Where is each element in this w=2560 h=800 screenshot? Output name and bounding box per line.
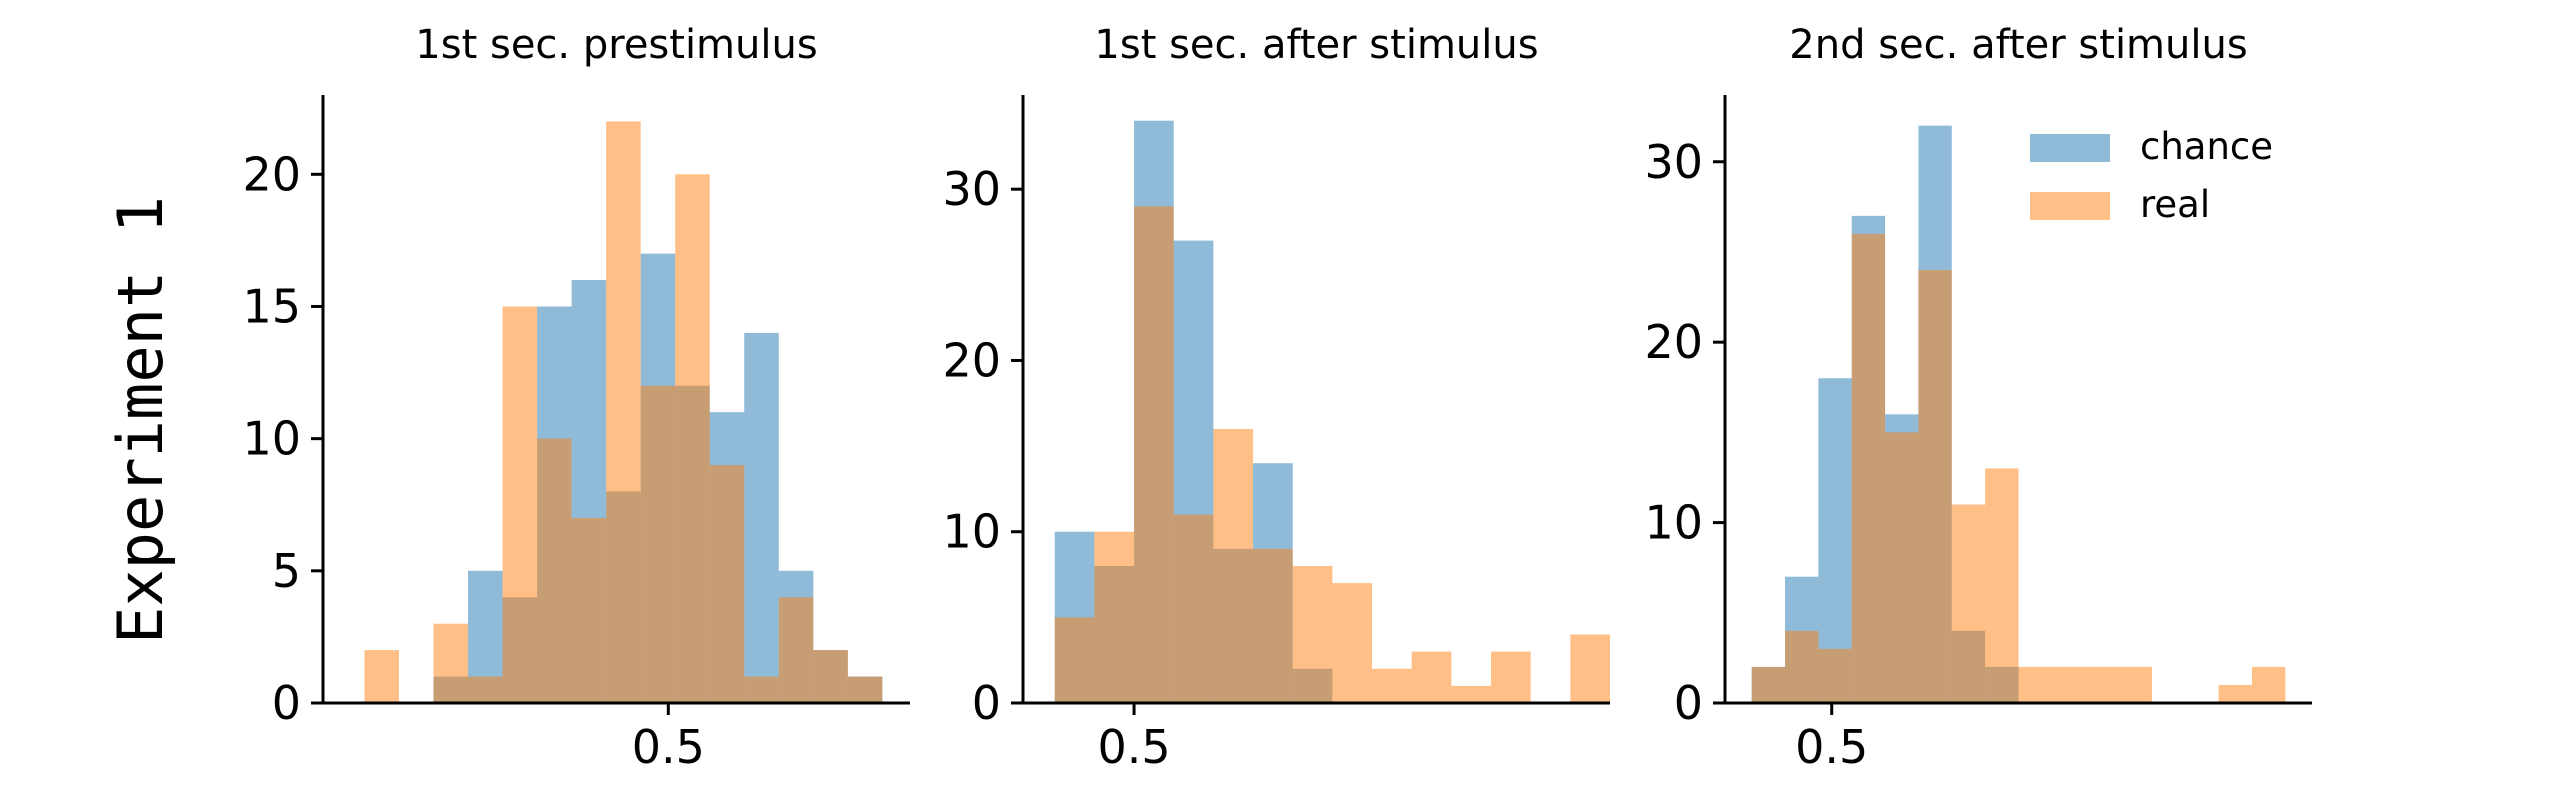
bar-real <box>537 438 572 703</box>
bar-real <box>606 121 641 703</box>
panel-1: 0 5 10 15 20 0.5 1st sec. prestimulus <box>242 22 910 774</box>
bar-real <box>1372 668 1412 703</box>
bar-real <box>433 623 469 703</box>
y-tick-label: 0 <box>972 676 1001 730</box>
bar-real <box>2085 666 2119 703</box>
bar-real <box>2118 666 2152 703</box>
bar-real <box>1411 651 1452 703</box>
bar-real <box>1785 630 1819 703</box>
bar-real <box>640 385 676 703</box>
panel-title: 2nd sec. after stimulus <box>1789 22 2247 68</box>
bar-real <box>813 650 848 703</box>
bar-real <box>1885 432 1919 703</box>
panel-2: 0 10 20 30 0.5 1st sec. after stimulus <box>942 22 1610 774</box>
y-tick-label: 10 <box>942 505 1001 559</box>
y-tick-label: 0 <box>1674 676 1703 730</box>
y-tick-label: 15 <box>242 279 301 333</box>
y-tick-label: 10 <box>242 412 301 466</box>
bar-real <box>675 174 710 704</box>
x-tick-label: 0.5 <box>632 720 705 774</box>
legend: chance real <box>2030 125 2273 226</box>
y-tick-label: 20 <box>942 333 1001 387</box>
bar-real <box>709 465 745 703</box>
bar-real <box>1173 514 1214 703</box>
bar-real <box>1851 233 1886 704</box>
bar-real <box>502 306 538 703</box>
bar-real <box>1451 685 1492 703</box>
bar-real <box>1985 468 2019 703</box>
bar-real <box>744 676 779 703</box>
legend-label-chance: chance <box>2140 125 2273 168</box>
bar-real <box>468 676 503 703</box>
row-label: Experiment 1 <box>104 196 177 644</box>
bar-real <box>1818 648 1852 703</box>
bar-real <box>2218 684 2252 703</box>
panel-3: 0 10 20 30 0.5 2nd sec. after stimulus <box>1644 22 2312 774</box>
bar-real <box>2018 666 2052 703</box>
bar-real <box>364 650 399 703</box>
y-tick-label: 5 <box>272 544 301 598</box>
legend-swatch-real <box>2030 192 2110 220</box>
bar-real <box>1253 548 1293 703</box>
bar-real <box>1491 651 1531 703</box>
bar-real <box>1213 428 1254 703</box>
x-tick-label: 0.5 <box>1097 720 1170 774</box>
y-tick-label: 20 <box>1644 315 1703 369</box>
bar-real <box>2051 666 2086 703</box>
y-tick-label: 0 <box>272 676 301 730</box>
bar-chance <box>744 332 779 703</box>
bar-real <box>1570 634 1610 703</box>
y-tick-label: 30 <box>1644 135 1703 189</box>
y-tick-label: 10 <box>1644 496 1703 550</box>
bar-real <box>1292 565 1333 703</box>
panel-title: 1st sec. prestimulus <box>415 22 817 68</box>
bar-real <box>847 676 883 703</box>
y-tick-label: 30 <box>942 162 1001 216</box>
bar-real <box>1134 206 1174 703</box>
x-tick-label: 0.5 <box>1795 720 1868 774</box>
bar-real <box>1094 531 1135 703</box>
bar-real <box>1918 270 1952 703</box>
bar-real <box>2251 666 2286 703</box>
bar-real <box>571 517 607 703</box>
bar-real <box>1054 617 1095 703</box>
legend-swatch-chance <box>2030 134 2110 162</box>
panel-title: 1st sec. after stimulus <box>1094 22 1538 68</box>
y-tick-label: 20 <box>242 147 301 201</box>
legend-label-real: real <box>2140 183 2210 226</box>
bar-real <box>1332 583 1373 703</box>
bar-real <box>778 597 814 703</box>
bar-real <box>1751 666 1786 703</box>
bar-real <box>1951 504 1986 703</box>
